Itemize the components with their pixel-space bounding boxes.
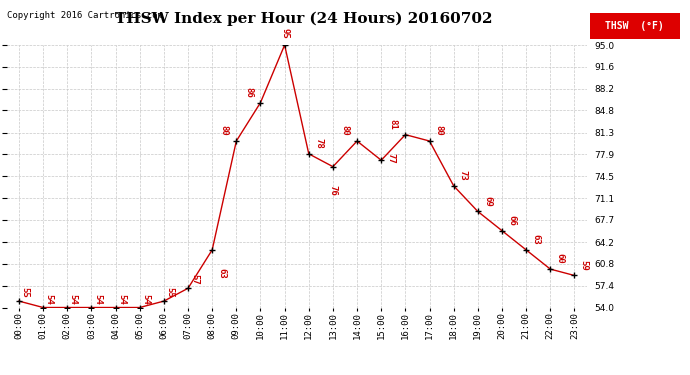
Text: 57: 57 [190,274,200,285]
Text: 77: 77 [386,153,395,164]
Text: 76: 76 [328,185,337,195]
Text: 63: 63 [531,234,540,245]
Text: 63: 63 [217,268,226,279]
Text: 54: 54 [69,294,78,304]
Text: 80: 80 [435,125,444,136]
Text: 81: 81 [388,119,398,129]
Text: 80: 80 [219,125,229,136]
Text: 66: 66 [507,215,516,225]
Text: 80: 80 [340,125,350,136]
Text: THSW Index per Hour (24 Hours) 20160702: THSW Index per Hour (24 Hours) 20160702 [115,11,493,26]
Text: 60: 60 [555,253,564,264]
Text: 54: 54 [93,294,102,304]
Text: 54: 54 [141,294,150,304]
Text: 55: 55 [166,287,175,298]
Text: Copyright 2016 Cartronics.com: Copyright 2016 Cartronics.com [7,11,163,20]
Text: 69: 69 [483,196,492,206]
Text: 55: 55 [21,287,30,298]
Text: 78: 78 [314,138,323,149]
Text: 86: 86 [244,87,253,98]
Text: THSW  (°F): THSW (°F) [605,21,664,31]
Text: 73: 73 [459,170,468,181]
Text: 59: 59 [580,260,589,270]
Text: 95: 95 [280,28,289,39]
Text: 54: 54 [117,294,126,304]
Text: 54: 54 [45,294,54,304]
